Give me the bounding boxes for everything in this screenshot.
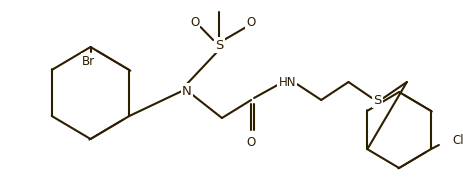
- Text: S: S: [214, 39, 223, 51]
- Text: O: O: [246, 136, 255, 150]
- Text: Cl: Cl: [451, 134, 463, 147]
- Text: HN: HN: [278, 75, 295, 89]
- Text: S: S: [373, 93, 381, 107]
- Text: O: O: [190, 15, 199, 28]
- Text: Br: Br: [82, 55, 95, 68]
- Text: N: N: [181, 84, 191, 98]
- Text: O: O: [246, 15, 255, 28]
